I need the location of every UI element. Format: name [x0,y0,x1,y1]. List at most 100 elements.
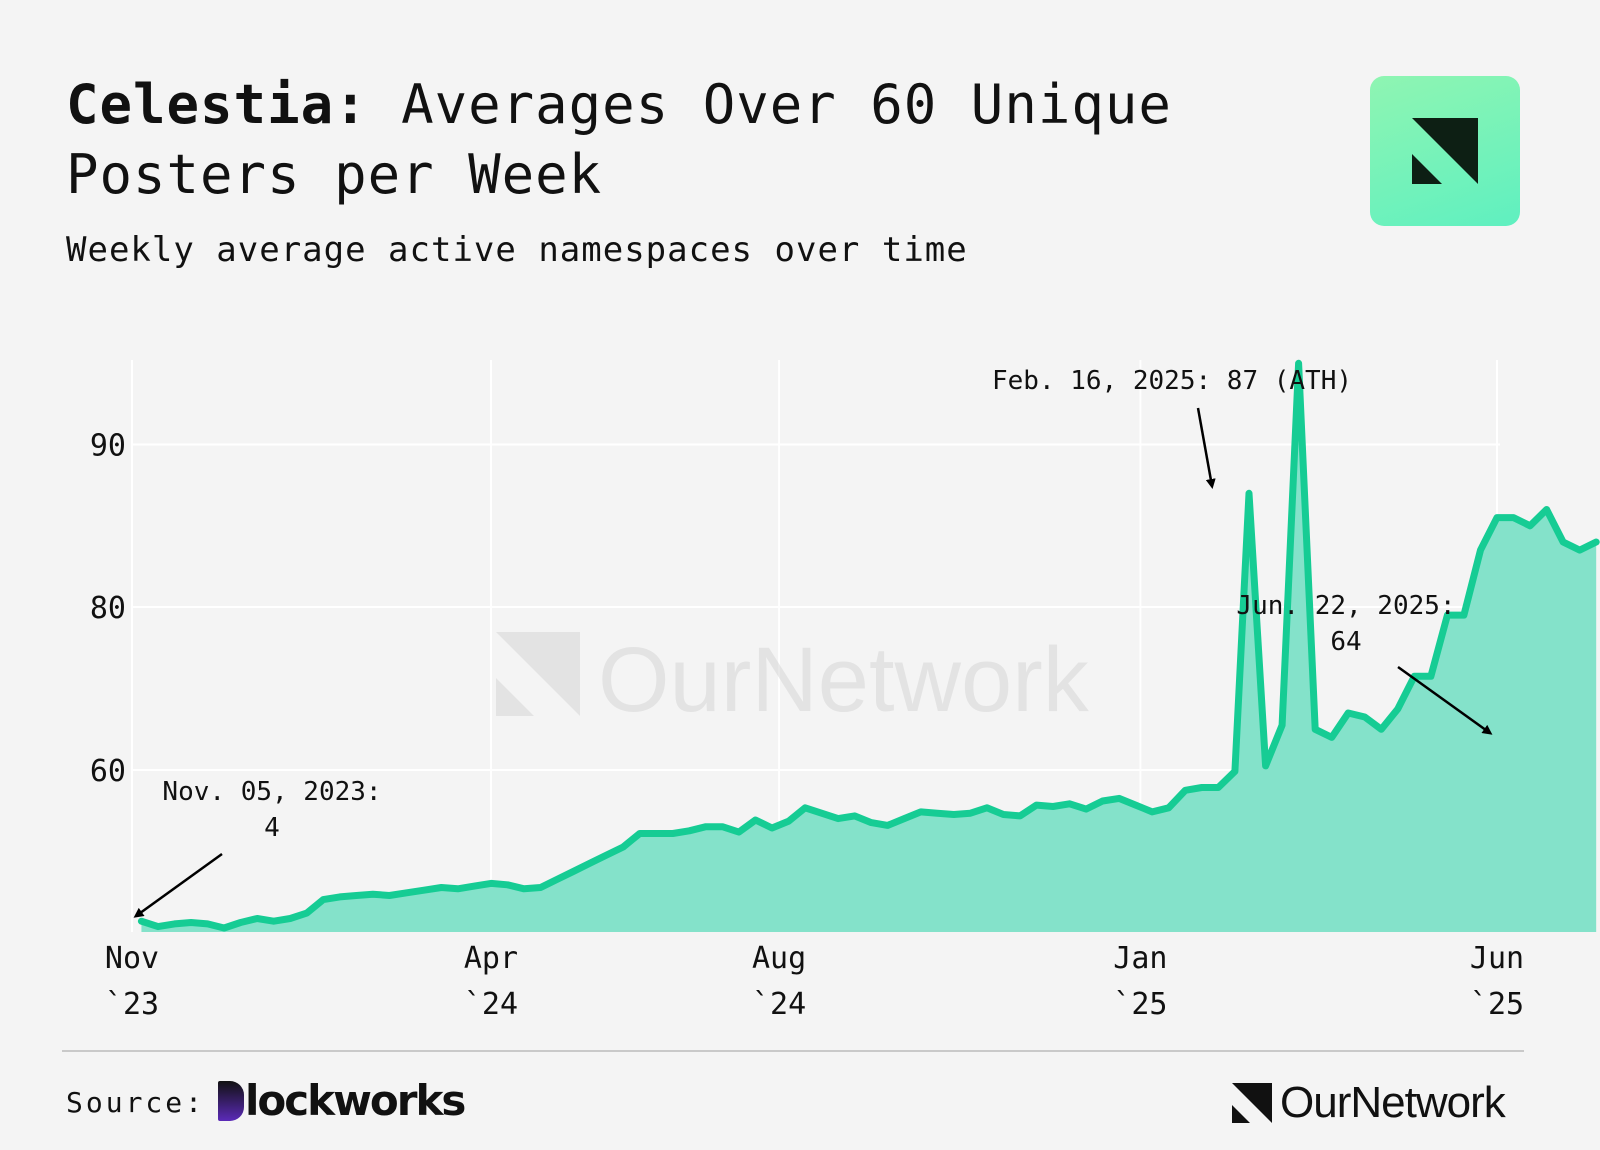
publisher-name: OurNetwork [1280,1078,1506,1127]
data-point [1413,675,1415,677]
source-label: Source: [66,1086,206,1119]
annotation-label: 64 [1330,627,1361,657]
data-point [1248,492,1250,494]
data-point [721,826,723,828]
data-point [223,927,225,929]
data-point [1579,549,1581,551]
data-point [1234,770,1236,772]
ournetwork-footer-icon [1232,1083,1272,1123]
data-point [1546,509,1548,510]
data-point [1347,712,1349,714]
x-tick-label: `24 [464,987,518,1022]
data-point [190,922,192,923]
data-point [655,833,657,834]
data-point [755,819,756,821]
data-point [1513,517,1514,519]
chart-title-rest: Averages Over 60 Unique Posters per Week [66,73,1172,206]
data-point [606,854,608,856]
x-tick-label: Apr [464,941,518,976]
data-point [1069,803,1071,805]
data-point [903,818,905,820]
data-point [1463,614,1465,616]
data-point [174,923,175,925]
y-tick-label: 90 [90,429,126,464]
data-point [622,846,624,848]
data-point [1480,549,1481,551]
data-point [1281,724,1283,726]
data-point [372,893,374,895]
data-point [1529,525,1531,527]
data-point [920,811,922,813]
data-point [1151,811,1153,813]
data-point [1430,675,1432,677]
data-point [490,882,492,884]
watermark: OurNetwork [496,629,1090,731]
publisher-logo: OurNetwork [1232,1078,1506,1128]
data-point [540,887,542,888]
data-point [1085,808,1087,810]
chart-title-bold: Celestia: [66,73,368,136]
data-point [388,895,390,896]
data-point [207,923,209,925]
data-point [273,920,275,922]
data-point [573,870,575,872]
data-point [1052,806,1054,807]
x-tick-label: Jun [1470,941,1524,976]
data-point [322,899,324,901]
data-point [1397,708,1399,710]
data-point [788,820,789,822]
x-tick-label: Jan [1113,941,1167,976]
data-point [1135,804,1137,806]
data-point [589,862,591,864]
data-point [870,822,872,824]
data-point [1446,614,1448,616]
annotation-label: Jun. 22, 2025: [1236,591,1455,621]
svg-text:OurNetwork: OurNetwork [598,629,1090,731]
data-point [854,815,856,817]
data-point [289,918,291,919]
data-point [457,888,459,890]
data-point [672,833,674,834]
data-point [440,887,442,888]
data-point [1595,541,1597,543]
annotation-label: Nov. 05, 2023: [162,777,381,807]
data-point [1265,765,1267,767]
annotation-arrow [1397,665,1493,735]
series-area [141,363,1597,932]
data-point [424,889,426,891]
data-point [936,812,938,814]
blockworks-logo-icon: lockworks [218,1076,466,1125]
data-point [140,920,142,922]
data-point [1201,787,1203,788]
data-point [986,807,988,809]
blockworks-wordmark: lockworks [245,1076,466,1125]
ournetwork-logo-icon [1370,76,1520,226]
x-tick-label: `23 [105,987,159,1022]
data-point [523,888,525,890]
data-point [887,824,889,826]
chart-subtitle: Weekly average active namespaces over ti… [66,230,968,270]
x-tick-label: `25 [1470,987,1524,1022]
data-point [1019,815,1021,817]
x-tick-label: Aug [752,941,806,976]
data-point [256,918,258,919]
data-point [1184,789,1186,791]
data-point [969,812,971,814]
data-point [639,833,641,834]
data-point [355,895,357,896]
data-point [556,878,558,880]
data-point [804,807,806,809]
data-point [837,818,839,820]
data-point [306,912,308,914]
data-point [1380,728,1382,730]
data-point [1314,728,1316,730]
data-point [1002,814,1004,815]
y-tick-label: 60 [90,754,126,789]
data-point [821,812,823,814]
blockworks-mark [218,1081,244,1121]
data-point [1331,736,1333,738]
data-point [1298,362,1300,364]
data-point [705,826,707,828]
annotation-label: 4 [264,813,280,843]
